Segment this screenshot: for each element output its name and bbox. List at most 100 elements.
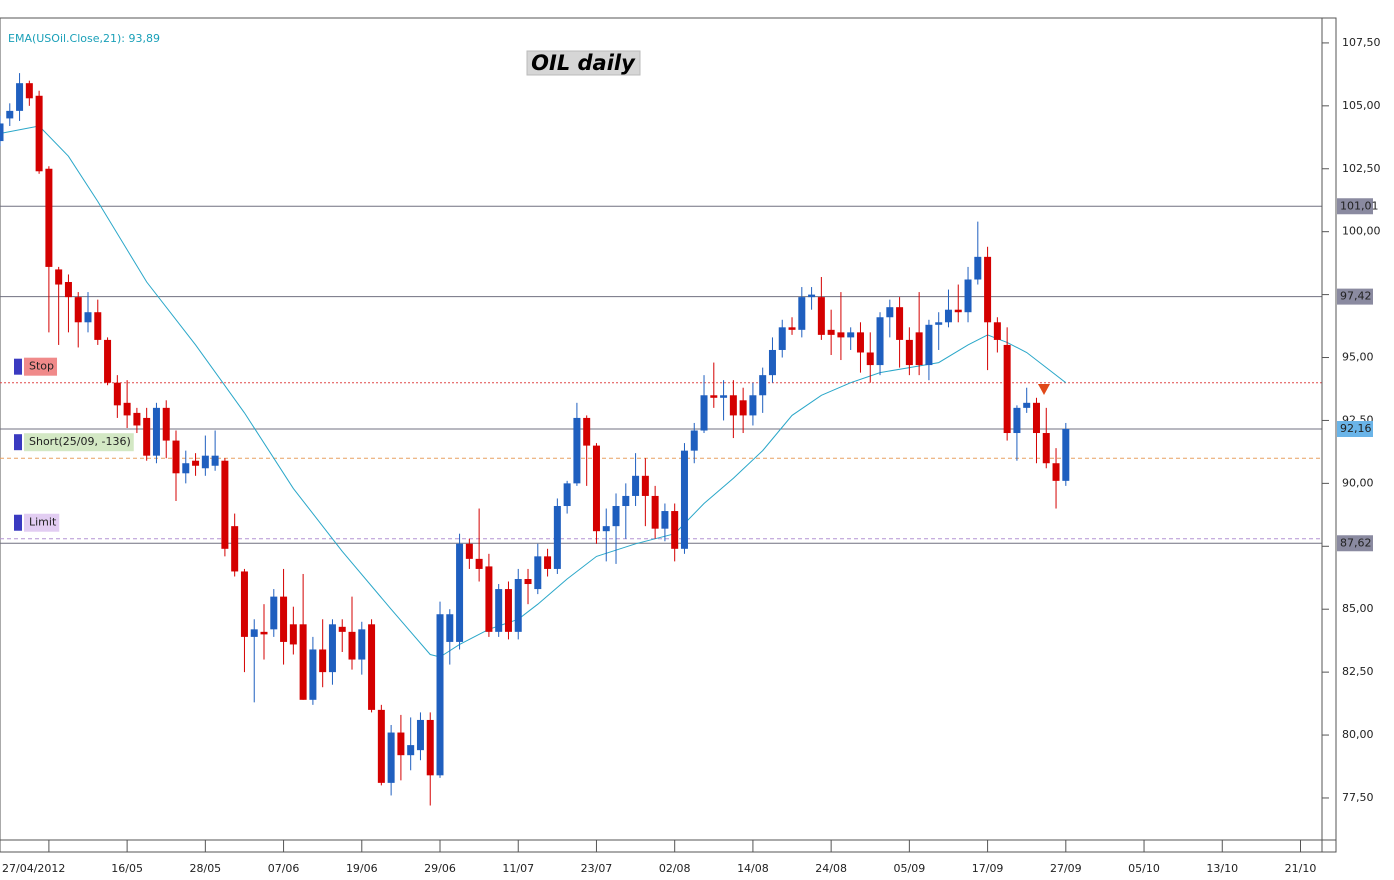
candle-body bbox=[16, 83, 24, 111]
candle-body bbox=[358, 629, 366, 660]
candle-body bbox=[817, 297, 825, 335]
candle-body bbox=[661, 511, 669, 529]
level-label: 97,42 bbox=[1340, 290, 1372, 303]
y-tick-label: 105,00 bbox=[1342, 99, 1381, 112]
candle-body bbox=[700, 395, 708, 431]
candle-body bbox=[201, 455, 209, 469]
level-tag bbox=[1337, 288, 1373, 305]
candle-body bbox=[299, 624, 307, 700]
level-tag bbox=[1337, 198, 1373, 215]
candle-body bbox=[954, 309, 962, 313]
signal-arrow bbox=[1038, 384, 1050, 395]
candle-body bbox=[250, 629, 258, 637]
candle-body bbox=[592, 445, 600, 532]
candle-body bbox=[514, 579, 522, 632]
layer: Stop Short(25/09, -136) Limit bbox=[0, 73, 1070, 806]
candle-body bbox=[534, 556, 542, 590]
candle-body bbox=[143, 417, 151, 456]
candle-body bbox=[935, 322, 943, 325]
candle-body bbox=[387, 732, 395, 783]
candle-body bbox=[612, 506, 620, 527]
candle-body bbox=[133, 412, 141, 426]
candle-body bbox=[896, 307, 904, 340]
candle-body bbox=[1013, 407, 1021, 434]
x-tick-label: 29/06 bbox=[424, 862, 456, 875]
y-tick-label: 102,50 bbox=[1342, 162, 1381, 175]
candle-body bbox=[172, 440, 180, 474]
candle-body bbox=[524, 579, 532, 585]
candle-body bbox=[45, 168, 53, 267]
candle-body bbox=[651, 495, 659, 529]
candle-body bbox=[622, 495, 630, 507]
candle-body bbox=[827, 329, 835, 335]
candle-body bbox=[974, 256, 982, 280]
chart-title: OIL daily bbox=[531, 51, 636, 75]
indicator-label: EMA(USOil.Close,21): 93,89 bbox=[8, 32, 160, 45]
x-tick-label: 27/04/2012 bbox=[2, 862, 65, 875]
candle-body bbox=[84, 312, 92, 323]
x-tick-label: 28/05 bbox=[189, 862, 221, 875]
order-box bbox=[24, 433, 134, 452]
candle-body bbox=[240, 571, 248, 637]
candle-body bbox=[1042, 433, 1050, 464]
candle-body bbox=[25, 83, 33, 99]
x-tick-label: 17/09 bbox=[972, 862, 1004, 875]
candle-body bbox=[1062, 429, 1070, 481]
x-tick-label: 13/10 bbox=[1206, 862, 1238, 875]
level-tag bbox=[1337, 535, 1373, 552]
candle-body bbox=[231, 526, 239, 572]
candle-body bbox=[113, 382, 121, 406]
candle-body bbox=[123, 402, 131, 416]
candle-body bbox=[368, 624, 376, 710]
y-tick-label: 90,00 bbox=[1342, 476, 1374, 489]
candle-body bbox=[416, 719, 424, 751]
candle-body bbox=[74, 297, 82, 323]
candle-body bbox=[35, 95, 43, 172]
x-tick-label: 23/07 bbox=[581, 862, 613, 875]
candle-body bbox=[573, 417, 581, 484]
candle-body bbox=[1052, 463, 1060, 481]
candle-body bbox=[280, 596, 288, 642]
layer bbox=[0, 205, 1322, 544]
candle-body bbox=[289, 624, 297, 645]
order-handle bbox=[14, 434, 22, 451]
candle-body bbox=[1032, 402, 1040, 434]
candle-body bbox=[847, 332, 855, 338]
order-box bbox=[24, 357, 58, 376]
candle-body bbox=[680, 450, 688, 549]
candle-body bbox=[55, 269, 63, 285]
candle-body bbox=[641, 475, 649, 496]
candle-body bbox=[6, 110, 14, 119]
candle-body bbox=[837, 332, 845, 338]
candle-body bbox=[436, 614, 444, 776]
order-label: Short(25/09, -136) bbox=[29, 435, 131, 448]
x-tick-label: 19/06 bbox=[346, 862, 378, 875]
candle-body bbox=[984, 256, 992, 323]
frame bbox=[0, 17, 1337, 853]
candle-body bbox=[1023, 402, 1031, 408]
candle-body bbox=[94, 312, 102, 340]
y-tick-label: 85,00 bbox=[1342, 602, 1374, 615]
candle-body bbox=[328, 624, 336, 673]
level-label: 87,62 bbox=[1340, 536, 1372, 549]
candle-body bbox=[671, 511, 679, 549]
x-tick-label: 24/08 bbox=[815, 862, 847, 875]
candle-body bbox=[495, 589, 503, 632]
x-tick-label: 07/06 bbox=[268, 862, 300, 875]
candle-body bbox=[260, 631, 268, 635]
layer: 77,5080,0082,5085,0087,5090,0092,5095,00… bbox=[0, 18, 1381, 875]
candle-body bbox=[905, 339, 913, 366]
candle-body bbox=[749, 395, 757, 416]
x-tick-label: 27/09 bbox=[1050, 862, 1082, 875]
x-tick-label: 14/08 bbox=[737, 862, 769, 875]
candle-body bbox=[944, 309, 952, 323]
y-tick-label: 100,00 bbox=[1342, 225, 1381, 238]
candle-body bbox=[456, 543, 464, 642]
x-tick-label: 05/09 bbox=[894, 862, 926, 875]
candle-body bbox=[475, 558, 483, 569]
indicator-line bbox=[0, 125, 1067, 658]
candle-body bbox=[553, 506, 561, 569]
x-tick-label: 16/05 bbox=[111, 862, 143, 875]
